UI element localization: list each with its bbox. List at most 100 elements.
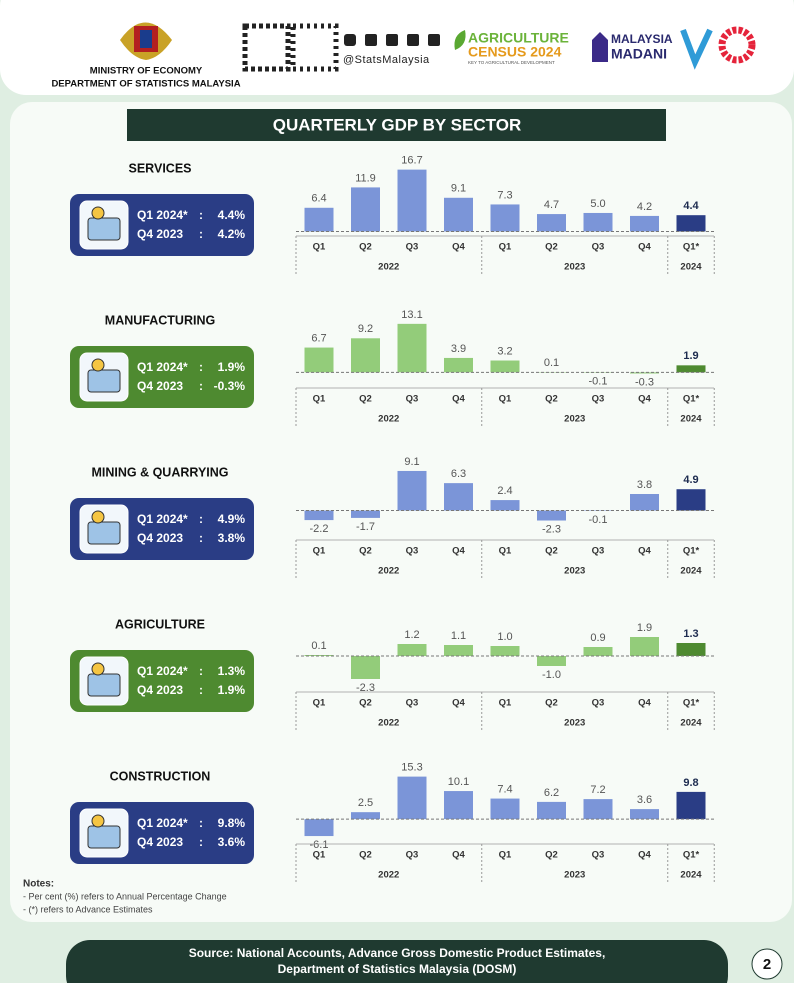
year-label: 2022 (378, 718, 399, 729)
x-tick-label: Q3 (406, 698, 419, 709)
sector-icon-detail (87, 673, 121, 697)
bar (630, 809, 659, 820)
x-tick-label: Q1 (499, 242, 512, 253)
x-tick-label: Q2 (545, 546, 558, 557)
summary-label: Q1 2024* (137, 816, 188, 830)
summary-separator: : (199, 664, 203, 678)
sector-icon-detail (91, 814, 105, 828)
bar (630, 215, 659, 232)
bar (537, 214, 566, 232)
title-bar (127, 109, 666, 141)
bar (444, 483, 473, 511)
x-tick-label: Q3 (592, 698, 605, 709)
value-label: 3.8 (637, 479, 652, 491)
value-label: 0.9 (590, 632, 605, 644)
value-label: -0.3 (635, 376, 654, 388)
qr-codes (242, 23, 339, 72)
value-label: 1.2 (404, 629, 419, 641)
summary-label: Q1 2024* (137, 208, 188, 222)
x-tick-label: Q4 (452, 850, 465, 861)
bar (537, 510, 566, 521)
x-tick-label: Q2 (359, 850, 372, 861)
summary-value: 1.9% (218, 683, 246, 697)
summary-value: 3.8% (218, 531, 246, 545)
x-tick-label: Q2 (359, 394, 372, 405)
summary-value: 3.6% (218, 835, 246, 849)
bar (397, 644, 427, 656)
x-tick-label: Q4 (452, 698, 465, 709)
x-tick-label: Q1* (683, 850, 700, 861)
bar (444, 791, 473, 820)
summary-label: Q1 2024* (137, 512, 188, 526)
x-tick-label: Q1 (499, 546, 512, 557)
summary-separator: : (199, 683, 203, 697)
census-leaf (454, 30, 466, 50)
notes-title: Notes: (23, 879, 54, 890)
sector-title: SERVICES (129, 161, 192, 175)
year-label: 2024 (680, 262, 702, 273)
bar (304, 819, 334, 837)
year-label: 2023 (564, 566, 585, 577)
charts: SERVICES Q1 2024*: 4.4% Q4 2023: 4.2% 6.4 Q1 11… (70, 155, 715, 884)
x-tick-label: Q1 (313, 546, 326, 557)
x-tick-label: Q1* (683, 546, 700, 557)
value-label: 1.9 (683, 350, 698, 362)
bar (676, 489, 706, 511)
bar (490, 798, 520, 820)
bar (304, 207, 334, 232)
x-tick-label: Q2 (359, 698, 372, 709)
value-label: -2.3 (542, 523, 561, 535)
value-label: 2.5 (358, 797, 373, 809)
madani-line-1: MALAYSIA (611, 32, 673, 46)
x-tick-label: Q1* (683, 242, 700, 253)
value-label: 6.7 (311, 332, 326, 344)
note-line: - (*) refers to Advance Estimates (23, 904, 153, 914)
x-tick-label: Q3 (406, 394, 419, 405)
x-tick-label: Q4 (452, 242, 465, 253)
x-tick-label: Q1 (313, 242, 326, 253)
year-label: 2024 (680, 566, 702, 577)
x-tick-label: Q4 (638, 394, 651, 405)
bar (676, 791, 706, 820)
value-label: 6.3 (451, 468, 466, 480)
value-label: 4.7 (544, 199, 559, 211)
value-label: 6.4 (311, 193, 326, 205)
x-tick-label: Q4 (638, 698, 651, 709)
summary-separator: : (199, 531, 203, 545)
bar (304, 510, 334, 521)
x-tick-label: Q1 (313, 850, 326, 861)
madani-logo (592, 32, 608, 62)
page-number: 2 (763, 956, 771, 973)
value-label: -1.0 (542, 669, 561, 681)
sector-chart: MANUFACTURING Q1 2024*: 1.9% Q4 2023: -0.3% 6… (70, 309, 715, 428)
summary-label: Q4 2023 (137, 227, 183, 241)
x-tick-label: Q4 (452, 394, 465, 405)
x-tick-label: Q4 (638, 850, 651, 861)
bar (351, 187, 380, 232)
value-label: 2.4 (497, 485, 512, 497)
value-label: 16.7 (401, 155, 422, 167)
value-label: 9.2 (358, 323, 373, 335)
sector-chart: AGRICULTURE Q1 2024*: 1.3% Q4 2023: 1.9% 0.1 Q… (70, 617, 715, 732)
bar (397, 470, 427, 511)
note-line: - Per cent (%) refers to Annual Percenta… (23, 891, 227, 901)
sector-icon-detail (91, 206, 105, 220)
value-label: 0.1 (311, 640, 326, 652)
summary-value: 1.9% (218, 360, 246, 374)
value-label: 4.4 (683, 200, 699, 212)
social-icons (344, 34, 440, 46)
year-label: 2023 (564, 414, 585, 425)
value-label: 3.2 (497, 345, 512, 357)
bar (490, 646, 520, 656)
sector-icon-detail (87, 369, 121, 393)
summary-separator: : (199, 816, 203, 830)
value-label: 0.1 (544, 357, 559, 369)
year-label: 2022 (378, 262, 399, 273)
sector-icon-detail (87, 825, 121, 849)
year-label: 2024 (680, 718, 702, 729)
x-tick-label: Q2 (545, 394, 558, 405)
bar (630, 372, 659, 374)
bar (304, 347, 334, 373)
value-label: 3.9 (451, 343, 466, 355)
